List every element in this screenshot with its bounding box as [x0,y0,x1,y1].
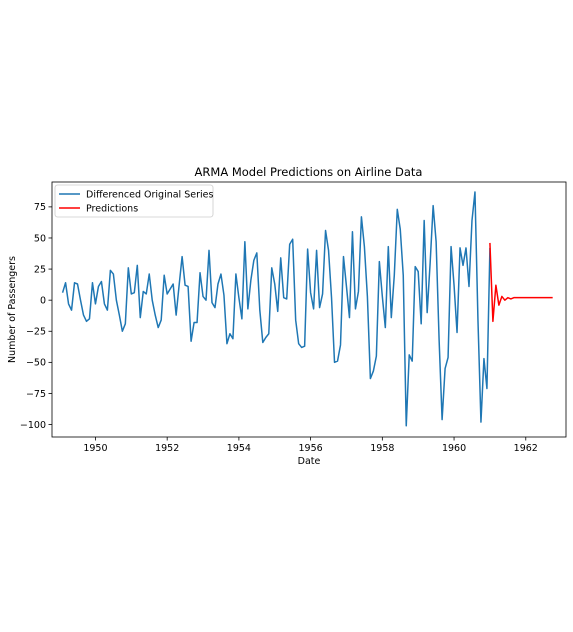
series-line-differenced-original-series [61,191,491,427]
legend-label-differenced-original-series: Differenced Original Series [86,190,213,201]
x-tick-label: 1952 [155,443,179,454]
x-tick-label: 1956 [299,443,323,454]
x-tick-label: 1954 [227,443,251,454]
plot-area [51,181,567,438]
y-tick-label: 25 [34,264,46,275]
legend-box [54,184,214,218]
series-layer [61,191,553,427]
y-tick-label: 50 [34,233,46,244]
x-tick-label: 1950 [83,443,107,454]
y-tick-label: −75 [26,389,46,400]
x-axis: 1950 1952 1954 1956 1958 1960 1962 [83,437,538,454]
y-tick-label: 75 [34,202,46,213]
series-line-predictions [489,242,553,323]
x-axis-label: Date [298,456,321,467]
x-tick-label: 1962 [514,443,538,454]
y-tick-label: −25 [26,327,46,338]
y-axis-label: Number of Passengers [7,256,18,363]
legend-label-predictions: Predictions [86,204,138,215]
y-tick-label: −100 [20,420,46,431]
x-tick-label: 1960 [442,443,466,454]
legend: Differenced Original Series Predictions [54,184,214,218]
y-axis: 75 50 25 0 −25 −50 −75 −100 [20,202,52,431]
x-tick-label: 1958 [370,443,394,454]
y-tick-label: 0 [40,295,46,306]
chart-title: ARMA Model Predictions on Airline Data [195,165,423,179]
y-tick-label: −50 [26,358,46,369]
